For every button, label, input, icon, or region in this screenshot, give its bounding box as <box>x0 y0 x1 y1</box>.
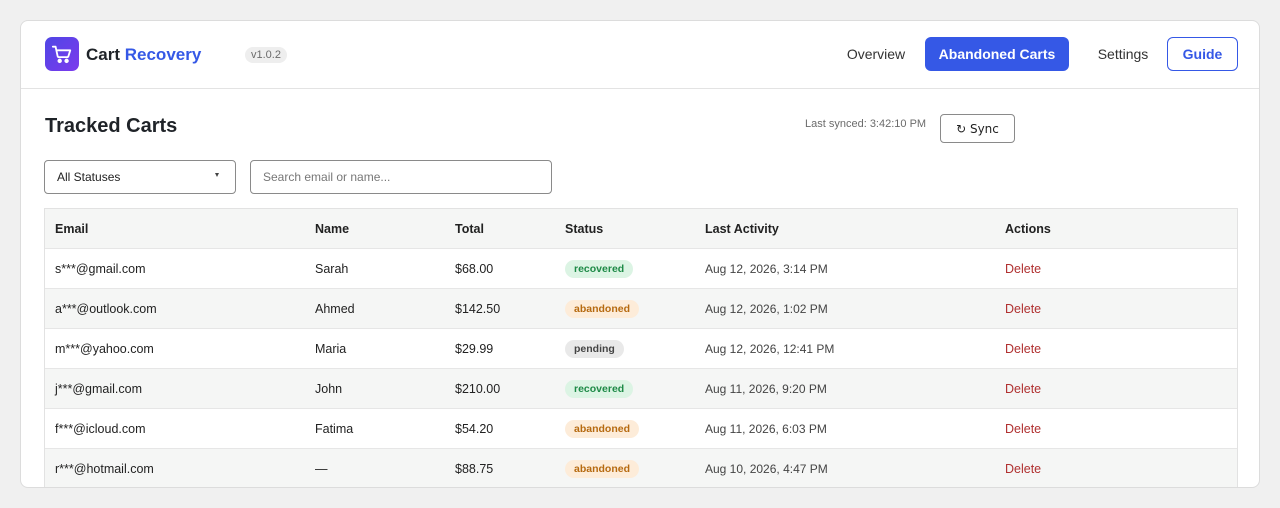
last-synced-text: Last synced: 3:42:10 PM <box>805 118 927 130</box>
cell-email: r***@hotmail.com <box>55 462 154 476</box>
cell-status: recovered <box>565 249 634 289</box>
cell-status: abandoned <box>565 449 640 487</box>
status-badge: abandoned <box>565 420 640 438</box>
table-row: f***@icloud.com Fatima $54.20 abandoned … <box>45 409 1237 449</box>
delete-button[interactable]: Delete <box>1005 462 1042 476</box>
table-row: j***@gmail.com John $210.00 recovered Au… <box>45 369 1237 409</box>
cell-actions: Delete <box>1005 329 1041 369</box>
brand-name-accent: Recovery <box>124 45 202 64</box>
cell-actions: Delete <box>1005 369 1041 409</box>
cell-name: John <box>315 382 343 396</box>
shopping-cart-icon <box>45 37 79 71</box>
delete-button[interactable]: Delete <box>1005 342 1042 356</box>
chevron-down-icon <box>215 173 219 177</box>
cell-email: j***@gmail.com <box>55 382 143 396</box>
delete-button[interactable]: Delete <box>1005 382 1042 396</box>
cell-actions: Delete <box>1005 409 1041 449</box>
app-card: Cart Recovery v1.0.2 Overview Abandoned … <box>20 20 1260 488</box>
cell-total: $29.99 <box>455 342 494 356</box>
cell-email: m***@yahoo.com <box>55 342 154 356</box>
delete-button[interactable]: Delete <box>1005 422 1042 436</box>
column-header-last-activity: Last Activity <box>705 222 779 236</box>
cell-total: $68.00 <box>455 262 494 276</box>
sync-button[interactable]: ↻ Sync <box>940 114 1015 143</box>
page-title: Tracked Carts <box>45 115 178 137</box>
carts-table: Email Name Total Status Last Activity Ac… <box>44 208 1238 487</box>
cell-name: Maria <box>315 342 347 356</box>
column-header-status: Status <box>565 222 604 236</box>
status-badge: abandoned <box>565 300 640 318</box>
cell-status: pending <box>565 329 624 369</box>
nav-settings[interactable]: Settings <box>1097 46 1149 62</box>
cell-email: s***@gmail.com <box>55 262 146 276</box>
cell-total: $88.75 <box>455 462 494 476</box>
cell-name: Sarah <box>315 262 349 276</box>
cell-last-activity: Aug 12, 2026, 1:02 PM <box>705 302 828 316</box>
cell-name: Ahmed <box>315 302 355 316</box>
cell-email: f***@icloud.com <box>55 422 146 436</box>
top-bar: Cart Recovery v1.0.2 Overview Abandoned … <box>21 21 1259 89</box>
cell-last-activity: Aug 12, 2026, 3:14 PM <box>705 262 828 276</box>
cell-actions: Delete <box>1005 289 1041 329</box>
cell-email: a***@outlook.com <box>55 302 157 316</box>
column-header-name: Name <box>315 222 350 236</box>
status-badge: recovered <box>565 380 634 398</box>
cell-name: — <box>315 462 328 476</box>
cell-status: abandoned <box>565 409 640 449</box>
brand-name-primary: Cart <box>86 45 121 64</box>
cell-total: $54.20 <box>455 422 494 436</box>
status-filter-value: All Statuses <box>57 170 121 184</box>
cell-status: recovered <box>565 369 634 409</box>
table-row: s***@gmail.com Sarah $68.00 recovered Au… <box>45 249 1237 289</box>
column-header-email: Email <box>55 222 89 236</box>
status-badge: recovered <box>565 260 634 278</box>
table-header-row: Email Name Total Status Last Activity Ac… <box>45 209 1237 249</box>
cell-last-activity: Aug 11, 2026, 6:03 PM <box>705 422 827 436</box>
cell-actions: Delete <box>1005 449 1042 487</box>
column-header-total: Total <box>455 222 484 236</box>
status-badge: pending <box>565 340 624 358</box>
cell-last-activity: Aug 11, 2026, 9:20 PM <box>705 382 827 396</box>
nav-abandoned-carts[interactable]: Abandoned Carts <box>925 37 1069 71</box>
search-input[interactable] <box>250 160 552 194</box>
table-row: m***@yahoo.com Maria $29.99 pending Aug … <box>45 329 1237 369</box>
nav-overview[interactable]: Overview <box>846 46 906 62</box>
delete-button[interactable]: Delete <box>1005 302 1042 316</box>
version-badge: v1.0.2 <box>245 47 287 63</box>
cell-last-activity: Aug 12, 2026, 12:41 PM <box>705 342 835 356</box>
cell-status: abandoned <box>565 289 640 329</box>
status-filter-select[interactable]: All Statuses <box>44 160 236 194</box>
table-row: r***@hotmail.com — $88.75 abandoned Aug … <box>45 449 1237 487</box>
status-badge: abandoned <box>565 460 640 478</box>
delete-button[interactable]: Delete <box>1005 262 1042 276</box>
cell-actions: Delete <box>1005 249 1041 289</box>
column-header-actions: Actions <box>1005 222 1051 236</box>
nav-guide-button[interactable]: Guide <box>1167 37 1238 71</box>
cell-total: $142.50 <box>455 302 501 316</box>
cell-total: $210.00 <box>455 382 501 396</box>
cell-last-activity: Aug 10, 2026, 4:47 PM <box>705 462 828 476</box>
table-row: a***@outlook.com Ahmed $142.50 abandoned… <box>45 289 1237 329</box>
brand-name: Cart Recovery <box>86 45 201 65</box>
cell-name: Fatima <box>315 422 354 436</box>
